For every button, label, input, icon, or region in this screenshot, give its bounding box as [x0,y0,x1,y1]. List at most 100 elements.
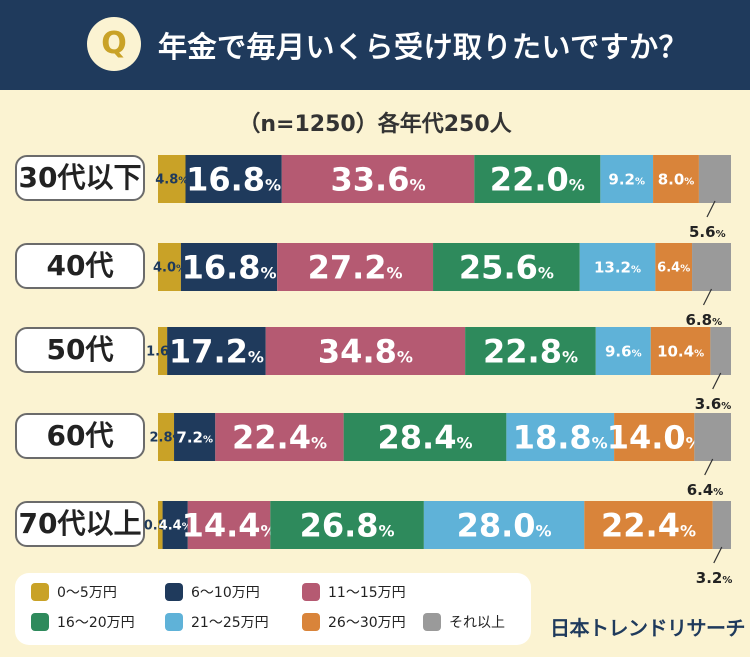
bar-segment [215,413,344,461]
percent-sign: % [722,575,732,586]
leader-line [706,200,716,218]
percent-sign: % [397,348,413,367]
sample-size-note: （n=1250）各年代250人 [238,112,512,137]
percent-sign: % [311,434,327,453]
bar-segment [281,155,475,203]
percent-sign: % [592,434,608,453]
bar-segment [653,155,699,203]
percent-sign: % [387,264,403,283]
legend-item-26-30: 26〜30万円 [302,612,406,632]
legend-label: 26〜30万円 [328,615,406,631]
value-label: 22.8% [483,333,578,371]
value-label: 4.8% [155,173,188,188]
bar-segment [423,501,585,549]
bar-segment [712,501,731,549]
value-label: 6.8% [686,311,723,329]
legend-item-6-10: 6〜10万円 [165,582,260,602]
legend-item-16-20: 16〜20万円 [31,612,135,632]
bar-segment [579,243,656,291]
percent-sign: % [684,176,694,187]
percent-sign: % [182,522,192,533]
leader-line [702,288,713,306]
bar-segment [162,501,188,549]
bar-row-1: 4.0%16.8%27.2%25.6%13.2%6.4%6.8% [153,243,731,329]
legend-label: 0〜5万円 [57,585,117,601]
value-label: 5.6% [689,223,726,241]
legend-label: 6〜10万円 [191,585,260,601]
percent-sign: % [632,348,642,359]
legend-item-21-25: 21〜25万円 [165,612,269,632]
legend-swatch [302,583,320,601]
bar-segment [158,243,181,291]
legend-swatch [302,613,320,631]
legend-label: 11〜15万円 [328,585,406,601]
percent-sign: % [713,487,723,498]
row-label-70s: 70代以上 [15,501,145,547]
row-label-40s: 40代 [15,243,145,289]
percent-sign: % [203,434,213,445]
bar-segment [180,243,278,291]
leader-line [704,458,714,476]
bar-segment [185,155,282,203]
legend-swatch [31,583,49,601]
bar-segment [474,155,601,203]
legend-label: それ以上 [449,615,505,631]
bar-segment [433,243,580,291]
legend-item-11-15: 11〜15万円 [302,582,406,602]
percent-sign: % [536,522,552,541]
bar-segment [595,327,651,375]
bar-segment [158,155,186,203]
percent-sign: % [680,522,696,541]
percent-sign: % [712,317,722,328]
bar-segment [465,327,596,375]
bar-segment [650,327,711,375]
bar-segment [167,327,266,375]
percent-sign: % [631,264,641,275]
percent-sign: % [261,264,277,283]
percent-sign: % [409,176,425,195]
bar-segment [158,501,163,549]
percent-sign: % [716,229,726,240]
value-label: 3.2% [696,569,733,587]
percent-sign: % [248,348,264,367]
bar-segment [614,413,695,461]
legend-label: 16〜20万円 [57,615,135,631]
percent-sign: % [538,264,554,283]
percent-sign: % [456,434,472,453]
bar-row-0: 4.8%16.8% 33.6% 22.0% 9.2% 8.0%5.6% [155,155,731,241]
bar-segment [506,413,615,461]
leader-line [712,372,722,390]
legend-label: 21〜25万円 [191,615,269,631]
value-label: 17.2% [169,333,264,371]
bar-segment [584,501,713,549]
bar-segment [277,243,434,291]
percent-sign: % [569,176,585,195]
legend-item-over: それ以上 [423,612,505,632]
value-label: 3.6% [695,395,732,413]
bar-segment [692,243,731,291]
bar-row-4: 0.8%4.4%14.4%26.8%28.0%22.4%3.2% [144,501,733,587]
value-label: 13.2% [594,258,641,276]
bar-segment [174,413,216,461]
header-bar: Q 年金で毎月いくら受け取りたいですか？ [0,0,750,90]
bar-segment [600,155,654,203]
percent-sign: % [379,522,395,541]
percent-sign: % [265,176,281,195]
bar-segment [158,413,175,461]
bar-segment [265,327,466,375]
bar-segment [710,327,731,375]
percent-sign: % [635,176,645,187]
percent-sign: % [680,264,690,275]
bar-segment [270,501,424,549]
brand-logo-text: 日本トレンドリサーチ [550,616,746,640]
value-label: 6.4% [687,481,724,499]
bar-segment [655,243,693,291]
percent-sign: % [178,176,188,187]
bar-segment [343,413,507,461]
value-label: 22.4% [232,419,327,457]
value-label: 18.8% [513,419,608,457]
question-title: 年金で毎月いくら受け取りたいですか？ [158,30,689,64]
bar-segment [698,155,731,203]
row-label-60s: 60代 [15,413,145,459]
